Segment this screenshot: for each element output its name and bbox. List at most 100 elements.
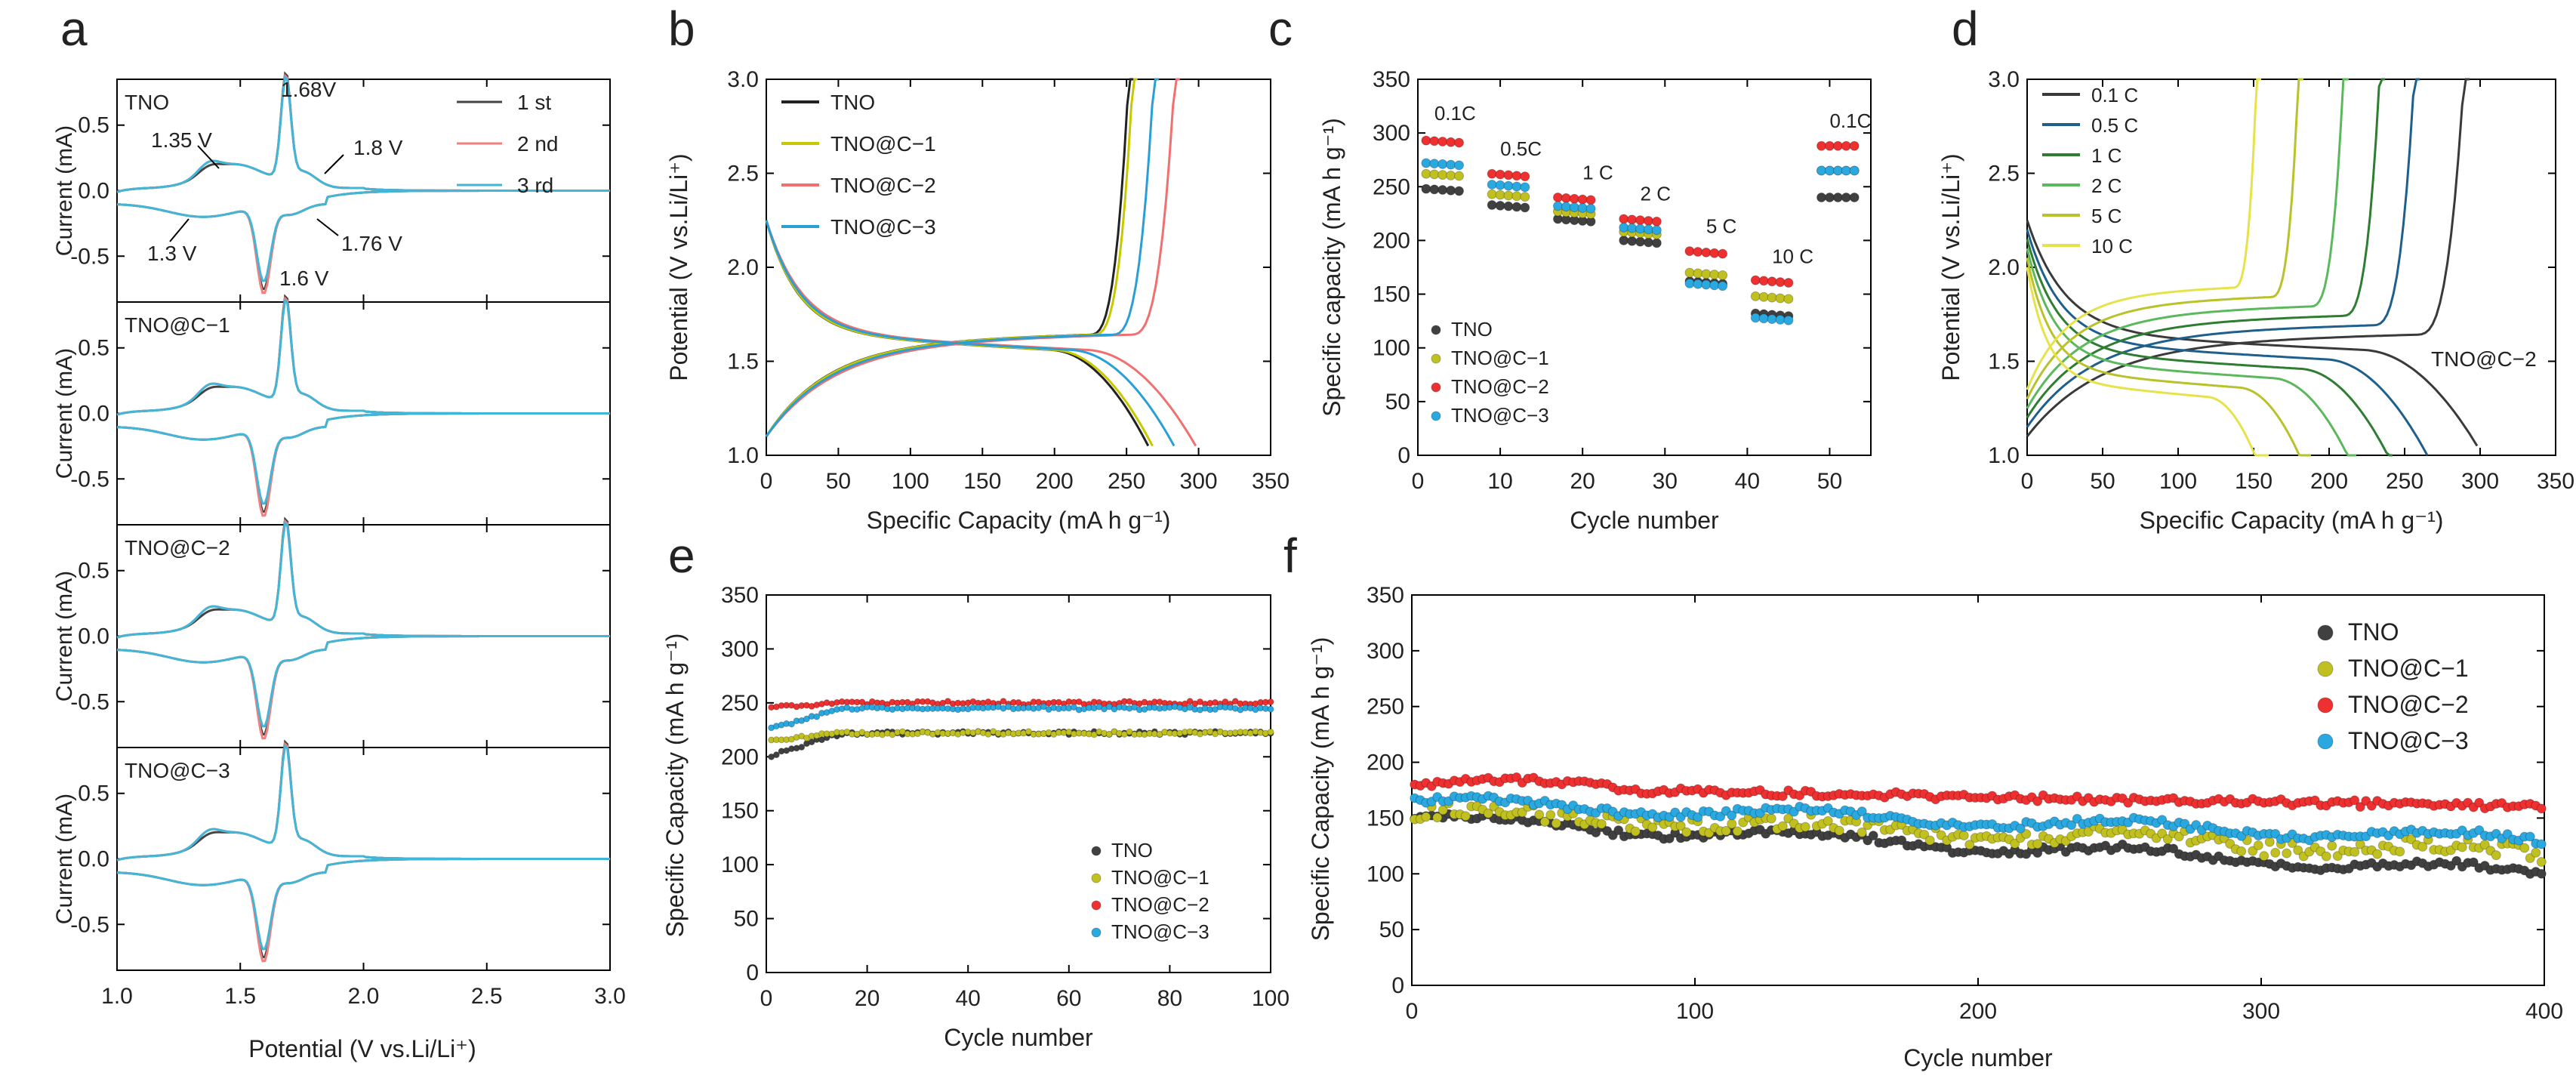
rate-point-TNO@C−3 <box>1709 280 1720 291</box>
cycle-point-TNO@C−2 <box>2474 797 2485 808</box>
cycle-point-TNO@C−1 <box>2525 852 2535 863</box>
rate-point-TNO@C−3 <box>1437 159 1448 169</box>
panel-letter-c: c <box>1268 2 1293 56</box>
y-tick-label: 200 <box>1367 751 1404 775</box>
curve-0.5 C-charge <box>2026 78 2420 428</box>
peak-annotation: 1.6 V <box>279 267 329 290</box>
cycle-point-TNO@C−1 <box>1681 827 1692 837</box>
cycle-point-TNO <box>1591 828 1601 838</box>
cv-sample-label: TNO@C−3 <box>125 759 230 782</box>
rate-point-TNO <box>1429 184 1440 195</box>
curve-TNO@C−2-charge <box>765 78 1180 437</box>
legend-marker <box>1091 900 1102 911</box>
y-tick-label: 0.5 <box>78 781 109 806</box>
cycle-point-TNO@C−3 <box>1693 812 1703 822</box>
rate-point-TNO@C−2 <box>1561 193 1571 203</box>
rate-point-TNO@C−3 <box>1767 314 1777 325</box>
curve-0.5 C-discharge <box>2026 229 2429 456</box>
y-tick-label: 3.0 <box>1988 67 2020 92</box>
rate-point-TNO <box>1849 193 1860 203</box>
peak-annotation: 1.35 V <box>151 128 212 152</box>
cycle-point-TNO@C−3 <box>1727 810 1737 821</box>
cycle-point-TNO@C−1 <box>1432 812 1443 823</box>
cycle-point-TNO@C−1 <box>1126 728 1133 735</box>
cycle-point-TNO <box>798 744 806 751</box>
cycle-point-TNO@C−1 <box>2083 827 2094 837</box>
y-tick-label: 250 <box>1373 174 1410 199</box>
y-tick-label: 250 <box>721 691 759 716</box>
y-axis-label: Current (mA) <box>52 125 77 256</box>
y-tick-label: 150 <box>1367 806 1404 831</box>
cycle-point-TNO <box>1897 835 1907 846</box>
rate-point-TNO@C−3 <box>1816 165 1827 176</box>
cycle-point-TNO@C−1 <box>2417 841 2428 852</box>
cycle-point-TNO <box>2536 868 2547 879</box>
x-tick-label: 3.0 <box>594 984 626 1009</box>
cycle-point-TNO@C−2 <box>1511 772 1522 782</box>
curve-5 C-charge <box>2026 78 2303 399</box>
x-tick-label: 300 <box>2461 469 2499 494</box>
y-tick-label: 0 <box>1397 443 1410 468</box>
legend-label: 0.1 C <box>2091 84 2138 106</box>
rate-point-TNO@C−1 <box>1684 267 1695 278</box>
rate-point-TNO@C−1 <box>1511 191 1522 202</box>
rate-point-TNO <box>1651 238 1662 248</box>
cycle-point-TNO@C−1 <box>1958 831 1969 841</box>
rate-point-TNO@C−2 <box>1832 140 1843 151</box>
legend-marker <box>1431 411 1441 421</box>
cycle-point-TNO@C−1 <box>2259 851 2269 862</box>
cycle-point-TNO@C−2 <box>2032 796 2043 806</box>
x-tick-label: 100 <box>2159 469 2197 494</box>
x-tick-label: 20 <box>855 986 880 1011</box>
x-tick-label: 0 <box>1406 999 1419 1024</box>
y-tick-label: 350 <box>721 583 759 608</box>
rate-point-TNO@C−2 <box>1758 276 1769 286</box>
cycle-point-TNO@C−1 <box>2264 837 2275 847</box>
cycle-point-TNO@C−1 <box>2253 840 2263 851</box>
cycle-point-TNO <box>2032 848 2043 859</box>
legend-label: 5 C <box>2091 205 2122 227</box>
rate-point-TNO <box>1824 193 1835 203</box>
rate-point-TNO@C−2 <box>1429 136 1440 146</box>
x-tick-label: 250 <box>1108 469 1145 494</box>
y-tick-label: 0.5 <box>78 113 109 138</box>
rate-label: 2 C <box>1641 183 1671 205</box>
peak-annotation: 1.3 V <box>147 242 197 265</box>
peak-annotation: 1.8 V <box>353 136 403 159</box>
rate-point-TNO@C−1 <box>1783 294 1794 304</box>
cycle-point-TNO@C−1 <box>1647 822 1658 833</box>
x-tick-label: 40 <box>956 986 981 1011</box>
legend-marker <box>1091 927 1102 938</box>
rate-label: 5 C <box>1706 214 1736 237</box>
y-tick-label: 150 <box>721 799 759 824</box>
x-tick-label: 200 <box>1036 469 1074 494</box>
x-tick-label: 100 <box>892 469 929 494</box>
rate-point-TNO <box>1643 237 1653 248</box>
rate-point-TNO@C−2 <box>1651 216 1662 227</box>
x-tick-label: 40 <box>1735 469 1760 494</box>
cycle-point-TNO@C−1 <box>2491 850 2501 861</box>
rate-point-TNO@C−1 <box>1503 190 1514 201</box>
cycle-point-TNO@C−1 <box>1857 827 1867 837</box>
rate-point-TNO <box>1487 199 1497 210</box>
legend-label: 2 nd <box>517 132 559 156</box>
y-axis-label: Specific capacity (mA h g⁻¹) <box>1318 118 1345 417</box>
curve-TNO@C−3-discharge <box>765 220 1176 447</box>
rate-point-TNO@C−3 <box>1446 159 1456 170</box>
rate-label: 1 C <box>1582 161 1613 183</box>
frame-e <box>766 594 1271 973</box>
legend-label: 0.5 C <box>2091 114 2138 137</box>
legend-label: TNO@C−2 <box>1451 375 1549 398</box>
cycle-point-TNO@C−3 <box>787 720 795 728</box>
curve-10 C-charge <box>2026 78 2261 390</box>
x-tick-label: 50 <box>2090 469 2115 494</box>
annotation-arrow <box>324 154 344 174</box>
y-tick-label: -0.5 <box>70 244 109 269</box>
curve-TNO-discharge <box>765 220 1150 447</box>
cycle-point-TNO@C−3 <box>1070 704 1077 711</box>
rate-point-TNO@C−2 <box>1750 275 1761 285</box>
rate-point-TNO@C−1 <box>1437 170 1448 180</box>
cycle-point-TNO@C−3 <box>813 713 821 720</box>
rate-point-TNO@C−2 <box>1577 194 1588 205</box>
rate-point-TNO@C−1 <box>1701 269 1712 279</box>
